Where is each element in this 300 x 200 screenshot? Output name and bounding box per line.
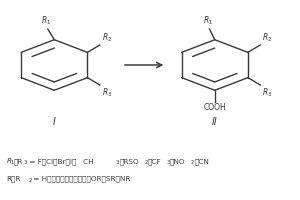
Text: R、R: R、R <box>6 175 21 182</box>
Text: 3: 3 <box>24 160 28 165</box>
Text: 、RSO: 、RSO <box>120 158 139 165</box>
Text: I: I <box>53 117 56 127</box>
Text: COOH: COOH <box>203 103 226 112</box>
Text: 2: 2 <box>190 160 194 165</box>
Text: R$_1$: R$_1$ <box>41 15 51 27</box>
Text: 、CN: 、CN <box>194 158 209 165</box>
Text: 、NO: 、NO <box>170 158 185 165</box>
Text: = F、Cl、Br、I、   CH: = F、Cl、Br、I、 CH <box>27 158 94 165</box>
Text: R$_1$: R$_1$ <box>203 15 213 27</box>
Text: 、CF: 、CF <box>148 158 161 165</box>
Text: 、R: 、R <box>14 158 23 165</box>
Text: R$_2$: R$_2$ <box>102 31 112 44</box>
Text: 1: 1 <box>11 160 14 165</box>
Text: = H、鵵素、烷基、芳基、OR、SR、NR: = H、鵵素、烷基、芳基、OR、SR、NR <box>31 175 131 182</box>
Text: 3: 3 <box>166 160 170 165</box>
Text: R$_2$: R$_2$ <box>262 31 272 44</box>
Text: 2: 2 <box>144 160 148 165</box>
Text: 2: 2 <box>28 178 32 183</box>
Text: II: II <box>212 117 218 127</box>
Text: 3: 3 <box>116 160 119 165</box>
Text: R: R <box>6 158 11 164</box>
Text: R$_3$: R$_3$ <box>102 86 112 99</box>
Text: R$_3$: R$_3$ <box>262 86 272 99</box>
